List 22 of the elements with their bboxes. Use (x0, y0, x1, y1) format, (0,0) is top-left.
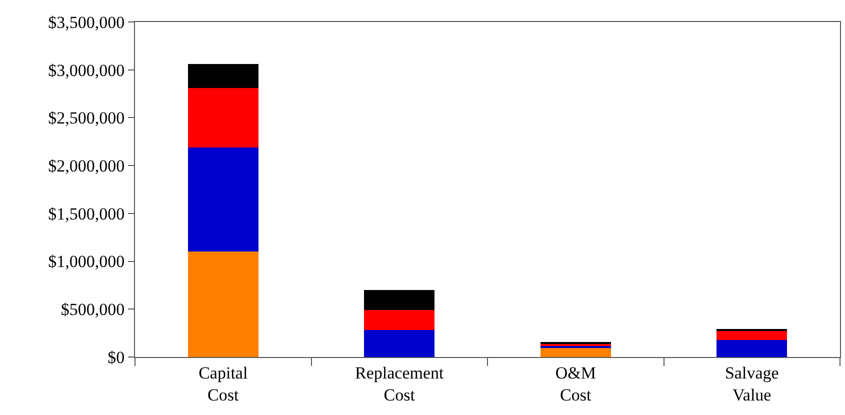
bar (364, 310, 435, 330)
bar (188, 64, 258, 88)
y-tick-label: $3,500,000 (48, 12, 125, 32)
y-tick-label: $500,000 (60, 300, 125, 320)
bar (364, 290, 435, 310)
y-tick-label: $0 (108, 348, 125, 367)
bar (188, 88, 258, 148)
y-tick-label: $1,500,000 (48, 204, 125, 224)
bar (188, 252, 258, 357)
y-tick-label: $2,000,000 (48, 156, 125, 176)
x-tick-label: O&M Cost (555, 363, 596, 404)
bar (364, 330, 435, 357)
y-tick-label: $1,000,000 (48, 252, 125, 272)
x-tick-label: Capital Cost (198, 363, 248, 404)
bar (188, 147, 258, 252)
y-tick-label: $3,000,000 (48, 60, 125, 80)
x-tick-label: Replacement Cost (355, 363, 444, 404)
x-tick-label: Salvage Value (724, 363, 779, 404)
bar (716, 330, 788, 340)
y-tick-label: $2,500,000 (48, 108, 125, 128)
bar (540, 347, 611, 357)
bar (716, 340, 788, 357)
